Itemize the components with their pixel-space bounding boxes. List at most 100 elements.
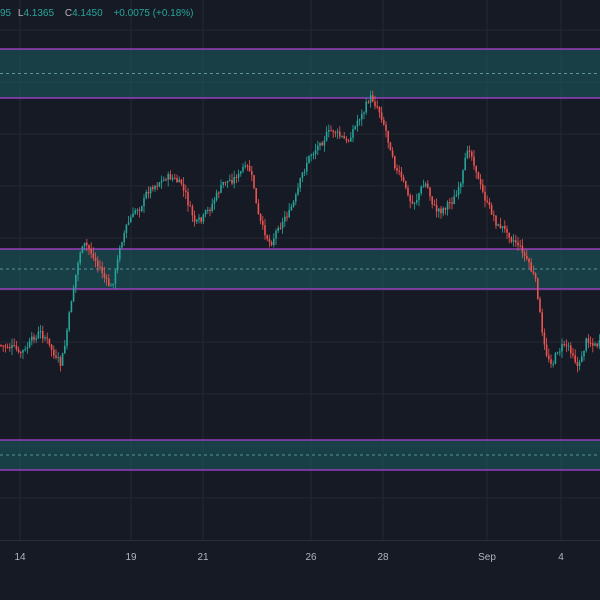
candle-body bbox=[363, 112, 365, 114]
candle-body bbox=[26, 347, 29, 350]
candle-body bbox=[385, 124, 387, 131]
candle-body bbox=[433, 204, 436, 206]
candle-body bbox=[367, 101, 370, 103]
candle-body bbox=[321, 142, 323, 146]
candle-body bbox=[310, 154, 312, 156]
candle-body bbox=[508, 232, 510, 238]
candle-body bbox=[22, 349, 24, 353]
candle-body bbox=[72, 287, 75, 302]
candle-body bbox=[506, 228, 508, 233]
candle-body bbox=[583, 350, 585, 357]
candle-body bbox=[350, 137, 352, 142]
candle-body bbox=[449, 202, 451, 204]
candle-body bbox=[561, 344, 563, 352]
candle-body bbox=[356, 120, 359, 127]
candle-body bbox=[193, 215, 196, 222]
candle-body bbox=[501, 226, 504, 228]
ohlc-low-label: L bbox=[17, 8, 24, 19]
candle-body bbox=[209, 209, 211, 212]
candle-body bbox=[134, 210, 136, 214]
candle-body bbox=[207, 209, 209, 211]
candle-body bbox=[534, 273, 537, 279]
candle-body bbox=[554, 353, 557, 364]
candle-body bbox=[130, 217, 132, 223]
candle-body bbox=[396, 168, 398, 171]
candle-body bbox=[125, 224, 128, 234]
candle-body bbox=[213, 200, 216, 204]
candle-body bbox=[70, 301, 73, 313]
candle-body bbox=[31, 336, 33, 341]
candle-body bbox=[187, 192, 189, 206]
candle-body bbox=[308, 155, 310, 163]
candle-body bbox=[163, 179, 165, 181]
candle-body bbox=[495, 215, 497, 226]
candle-body bbox=[108, 278, 110, 286]
candle-body bbox=[127, 222, 130, 225]
candle-body bbox=[416, 200, 418, 203]
candle-body bbox=[15, 345, 18, 350]
candle-body bbox=[493, 214, 495, 216]
candle-body bbox=[578, 362, 581, 366]
candle-body bbox=[0, 345, 2, 346]
candle-body bbox=[64, 345, 66, 354]
ohlc-legend: 95 L4.1365 C4.1450 +0.0075 (+0.18%) bbox=[0, 8, 198, 19]
candle-body bbox=[90, 248, 92, 254]
candle-body bbox=[198, 217, 200, 220]
candle-body bbox=[341, 136, 343, 138]
candle-body bbox=[6, 347, 9, 349]
candle-body bbox=[336, 131, 339, 133]
candle-body bbox=[400, 171, 403, 178]
candle-body bbox=[39, 330, 42, 332]
candle-body bbox=[303, 171, 306, 173]
candle-body bbox=[455, 194, 458, 197]
candle-body bbox=[275, 230, 277, 239]
candle-body bbox=[475, 165, 477, 173]
candle-body bbox=[420, 186, 422, 194]
candle-body bbox=[44, 337, 46, 339]
candle-body bbox=[504, 226, 506, 229]
candle-body bbox=[171, 177, 174, 180]
candle-body bbox=[332, 130, 334, 133]
candle-body bbox=[220, 184, 222, 193]
candle-body bbox=[521, 245, 524, 253]
candle-body bbox=[365, 101, 367, 113]
candle-body bbox=[270, 241, 273, 246]
candle-body bbox=[297, 187, 299, 195]
candle-body bbox=[539, 298, 541, 313]
candle-body bbox=[24, 349, 26, 351]
candle-body bbox=[292, 201, 295, 207]
candle-body bbox=[200, 217, 202, 222]
candle-body bbox=[499, 224, 502, 228]
candle-body bbox=[517, 242, 519, 246]
candle-body bbox=[138, 209, 141, 211]
candle-body bbox=[398, 170, 400, 172]
candle-body bbox=[510, 237, 513, 242]
candle-body bbox=[330, 130, 332, 132]
ohlc-change-value: +0.0075 (+0.18%) bbox=[113, 8, 194, 19]
candle-body bbox=[345, 138, 348, 141]
candle-body bbox=[429, 187, 431, 197]
candle-body bbox=[405, 180, 407, 188]
candle-body bbox=[402, 177, 405, 181]
candle-body bbox=[317, 145, 319, 151]
candle-body bbox=[286, 216, 288, 218]
candle-body bbox=[17, 349, 20, 353]
candle-body bbox=[471, 151, 473, 157]
candle-body bbox=[576, 362, 579, 366]
candle-body bbox=[323, 140, 326, 146]
candle-body bbox=[442, 208, 444, 214]
candle-body bbox=[231, 180, 233, 184]
candle-body bbox=[565, 344, 568, 346]
candle-body bbox=[587, 338, 590, 343]
candle-body bbox=[545, 344, 548, 356]
candle-body bbox=[466, 150, 469, 158]
candle-body bbox=[11, 345, 13, 349]
candle-body bbox=[484, 191, 486, 201]
candle-body bbox=[530, 262, 532, 272]
candle-body bbox=[413, 202, 416, 204]
candle-body bbox=[237, 173, 240, 178]
candle-body bbox=[563, 344, 565, 346]
candle-body bbox=[418, 193, 420, 201]
candle-body bbox=[339, 131, 341, 137]
